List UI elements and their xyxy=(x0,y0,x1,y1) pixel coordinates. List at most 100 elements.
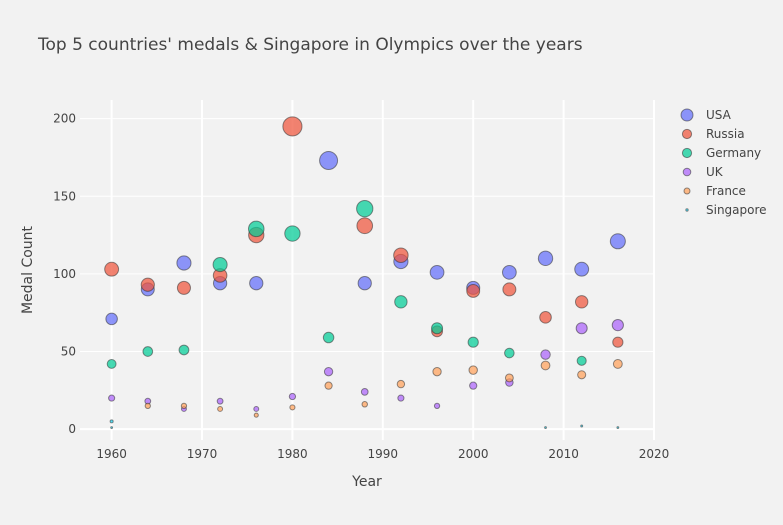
data-point-france[interactable] xyxy=(324,381,333,390)
legend-label: Germany xyxy=(706,146,761,160)
data-point-germany[interactable] xyxy=(142,346,154,357)
data-point-usa[interactable] xyxy=(501,264,517,280)
data-point-usa[interactable] xyxy=(574,261,590,277)
data-point-singapore[interactable] xyxy=(544,426,547,429)
data-point-france[interactable] xyxy=(361,401,368,408)
data-point-germany[interactable] xyxy=(431,322,444,335)
legend-marker xyxy=(681,128,693,140)
legend-label: Singapore xyxy=(706,203,767,217)
data-point-usa[interactable] xyxy=(105,312,118,326)
data-point-singapore[interactable] xyxy=(109,419,114,424)
data-point-uk[interactable] xyxy=(288,392,297,401)
y-tick-label: 100 xyxy=(53,267,76,281)
data-point-uk[interactable] xyxy=(360,388,369,396)
y-axis-title: Medal Count xyxy=(20,225,36,314)
chart-title: Top 5 countries' medals & Singapore in O… xyxy=(37,35,583,55)
data-point-france[interactable] xyxy=(504,373,514,383)
data-point-usa[interactable] xyxy=(429,264,445,280)
data-point-france[interactable] xyxy=(289,404,296,411)
data-point-germany[interactable] xyxy=(576,355,587,366)
data-point-russia[interactable] xyxy=(393,247,409,263)
data-point-russia[interactable] xyxy=(612,336,624,348)
data-point-russia[interactable] xyxy=(539,311,552,324)
legend-marker xyxy=(683,187,691,195)
data-point-russia[interactable] xyxy=(140,277,155,292)
legend-item-france[interactable]: France xyxy=(683,184,746,198)
legend-marker xyxy=(685,208,689,212)
data-point-uk[interactable] xyxy=(433,402,441,409)
legend-label: Russia xyxy=(706,127,745,141)
legend-item-uk[interactable]: UK xyxy=(682,165,724,179)
y-tick-label: 50 xyxy=(61,345,76,359)
y-axis: 0 50 100 150 200 xyxy=(53,112,76,437)
data-point-singapore[interactable] xyxy=(616,426,620,429)
data-point-russia[interactable] xyxy=(502,282,517,297)
plot-area xyxy=(80,100,654,440)
data-point-france[interactable] xyxy=(540,360,551,371)
data-point-germany[interactable] xyxy=(504,347,515,359)
data-point-usa[interactable] xyxy=(357,276,372,291)
data-point-france[interactable] xyxy=(144,402,151,409)
legend-label: France xyxy=(706,184,746,198)
data-point-france[interactable] xyxy=(468,365,478,375)
data-point-usa[interactable] xyxy=(609,233,626,250)
y-tick-label: 200 xyxy=(53,112,76,126)
data-point-russia[interactable] xyxy=(104,261,120,277)
data-point-france[interactable] xyxy=(180,402,188,409)
data-point-usa[interactable] xyxy=(249,276,264,291)
data-point-france[interactable] xyxy=(577,370,587,380)
data-point-russia[interactable] xyxy=(356,217,374,235)
data-point-uk[interactable] xyxy=(323,367,334,377)
data-point-france[interactable] xyxy=(253,412,259,418)
y-tick-label: 0 xyxy=(68,422,76,436)
data-point-uk[interactable] xyxy=(611,319,624,332)
legend-marker xyxy=(681,147,693,159)
markers xyxy=(104,116,626,429)
data-point-germany[interactable] xyxy=(467,336,479,348)
data-point-uk[interactable] xyxy=(253,405,260,412)
data-point-uk[interactable] xyxy=(575,322,588,335)
data-point-france[interactable] xyxy=(432,367,442,377)
data-point-germany[interactable] xyxy=(178,344,190,356)
data-point-germany[interactable] xyxy=(247,220,265,238)
data-point-uk[interactable] xyxy=(108,394,116,402)
data-point-russia[interactable] xyxy=(574,295,589,309)
legend-item-germany[interactable]: Germany xyxy=(681,146,761,160)
legend-marker xyxy=(680,108,694,122)
data-point-usa[interactable] xyxy=(176,255,192,271)
x-tick-label: 2010 xyxy=(548,447,579,461)
data-point-uk[interactable] xyxy=(540,349,551,360)
data-point-uk[interactable] xyxy=(469,381,478,390)
y-tick-label: 150 xyxy=(53,189,76,203)
x-tick-label: 1970 xyxy=(187,447,218,461)
x-axis: 1960 1970 1980 1990 2000 2010 2020 xyxy=(96,447,669,461)
legend[interactable]: USA Russia Germany UK France Singapore xyxy=(680,108,767,217)
data-point-france[interactable] xyxy=(612,358,623,369)
data-point-russia[interactable] xyxy=(282,116,303,137)
data-point-germany[interactable] xyxy=(284,225,301,242)
data-point-germany[interactable] xyxy=(212,257,228,273)
legend-item-russia[interactable]: Russia xyxy=(681,127,745,141)
legend-item-usa[interactable]: USA xyxy=(680,108,732,122)
data-point-germany[interactable] xyxy=(322,331,335,344)
data-point-uk[interactable] xyxy=(216,397,224,405)
data-point-germany[interactable] xyxy=(394,295,408,309)
data-point-france[interactable] xyxy=(217,405,224,412)
data-point-uk[interactable] xyxy=(397,394,405,402)
data-point-usa[interactable] xyxy=(319,151,339,171)
x-axis-title: Year xyxy=(351,474,382,490)
data-point-germany[interactable] xyxy=(106,358,117,369)
data-point-russia[interactable] xyxy=(176,280,191,295)
data-point-france[interactable] xyxy=(396,379,406,389)
data-point-usa[interactable] xyxy=(537,250,554,267)
grid xyxy=(80,100,655,440)
x-tick-label: 1990 xyxy=(368,447,399,461)
data-point-germany[interactable] xyxy=(356,200,374,218)
x-tick-label: 1980 xyxy=(277,447,308,461)
data-point-russia[interactable] xyxy=(466,284,481,298)
legend-label: USA xyxy=(706,108,732,122)
data-point-singapore[interactable] xyxy=(580,424,584,428)
x-tick-label: 2000 xyxy=(458,447,489,461)
data-point-singapore[interactable] xyxy=(110,426,114,429)
legend-item-singapore[interactable]: Singapore xyxy=(685,203,767,217)
